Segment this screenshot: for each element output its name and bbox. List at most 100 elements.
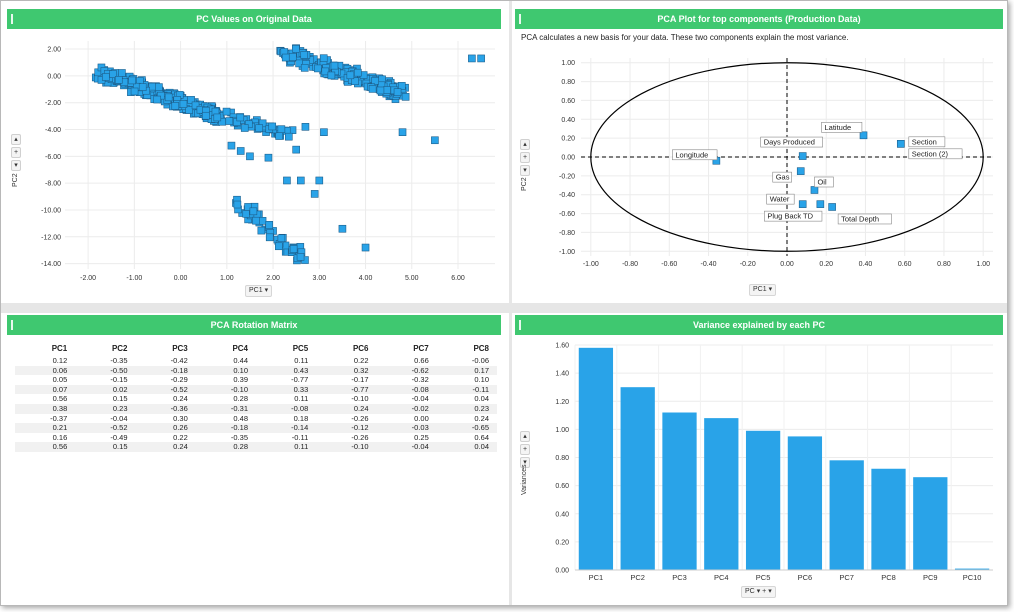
axis-menu-down-icon[interactable]: ▾: [520, 457, 530, 468]
horizontal-divider[interactable]: [1, 303, 1007, 313]
scatter-point: [265, 221, 274, 229]
table-cell: 0.15: [112, 394, 128, 404]
axis-menu-up-icon[interactable]: ▴: [520, 139, 530, 150]
biplot-point-label: Days Produced: [764, 138, 815, 147]
table-row: 0.07 0.02 -0.52 -0.10 0.33 -0.77 -0.08 -0.11: [15, 384, 497, 395]
x-tick-label: PC10: [963, 573, 982, 582]
biplot-label-box: [772, 171, 792, 183]
axis-menu-down-icon[interactable]: ▾: [11, 160, 21, 171]
table-cell: -0.08: [376, 384, 437, 395]
table-cell: 0.17: [436, 365, 497, 376]
y-tick-label: 1.20: [555, 399, 569, 406]
y-tick-label: -14.00: [41, 261, 61, 268]
scatter-point: [327, 71, 336, 80]
scatter-point: [354, 68, 362, 77]
rotation-title: PCA Rotation Matrix: [210, 320, 298, 330]
table-cell: -0.04: [376, 442, 437, 452]
variance-panel-header[interactable]: Variance explained by each PC: [515, 315, 1003, 335]
axis-menu-down-icon[interactable]: ▾: [520, 165, 530, 176]
rotation-header-row: PC1 PC2 PC3 PC4 PC5 PC6 PC7 PC8: [15, 343, 497, 356]
bar-pc5: [745, 430, 781, 570]
x-tick-label: PC9: [923, 573, 938, 582]
x-tick-label: 0.00: [174, 275, 188, 282]
drag-handle-icon[interactable]: [519, 14, 521, 24]
x-tick-label: 2.00: [266, 275, 280, 282]
table-row: -0.37 -0.04 0.30 0.48 0.18 -0.26 0.00 0.24: [15, 414, 497, 424]
scatter-plot[interactable]: -2.00 -1.00 0.00 1.00 2.00 3.00 4.00 5.00 6.00 2.…: [7, 9, 501, 301]
scatter-panel-header[interactable]: PC Values on Original Data: [7, 9, 501, 29]
biplot-x-axis-button[interactable]: PC1 ▾: [749, 284, 777, 296]
y-tick-label: 0.20: [561, 136, 575, 143]
axis-add-icon[interactable]: +: [520, 444, 530, 455]
table-cell: -0.04: [110, 413, 128, 423]
y-tick-label: -2.00: [45, 100, 61, 107]
scatter-point: [300, 64, 309, 72]
variance-x-axis-button[interactable]: PC ▾ + ▾: [741, 586, 776, 598]
table-cell: -0.31: [195, 403, 256, 414]
column-header[interactable]: PC2: [111, 344, 128, 353]
bar-pc4: [704, 418, 739, 570]
scatter-point: [338, 224, 347, 233]
axis-menu-up-icon[interactable]: ▴: [11, 134, 21, 145]
column-header[interactable]: PC6: [352, 344, 369, 353]
scatter-point: [330, 61, 339, 70]
scatter-point: [376, 86, 385, 95]
scatter-point: [283, 176, 291, 185]
biplot-label-box: [760, 136, 823, 148]
scatter-point: [295, 59, 303, 68]
y-axis-controls: ▴ + ▾: [520, 139, 530, 178]
table-cell: 0.24: [474, 413, 489, 423]
x-tick-label: PC5: [756, 573, 771, 582]
axis-add-icon[interactable]: +: [520, 152, 530, 163]
axis-add-icon[interactable]: +: [11, 147, 21, 158]
column-header[interactable]: PC8: [473, 344, 489, 353]
table-cell: 0.23: [75, 403, 136, 414]
x-tick-label: -0.80: [622, 261, 638, 268]
y-tick-label: 0.40: [555, 511, 569, 518]
drag-handle-icon[interactable]: [11, 320, 13, 330]
scatter-point: [227, 141, 236, 150]
x-tick-label: 5.00: [405, 275, 419, 282]
column-header[interactable]: PC5: [292, 344, 309, 353]
table-cell: 0.10: [474, 375, 489, 385]
y-tick-label: 0.40: [561, 117, 575, 124]
scatter-point: [164, 93, 173, 102]
biplot-chart[interactable]: -1.00 -0.80 -0.60 -0.40 -0.20 0.00 0.20 0.40 0.6…: [515, 9, 1003, 301]
axis-menu-up-icon[interactable]: ▴: [520, 431, 530, 442]
table-cell: 0.10: [195, 365, 256, 376]
scatter-point: [233, 200, 242, 209]
scatter-point: [222, 107, 231, 116]
biplot-point: [828, 203, 836, 211]
table-cell: -0.35: [110, 356, 128, 365]
bar-pc10: [954, 568, 990, 570]
y-tick-label: 0.60: [555, 483, 569, 490]
biplot-title: PCA Plot for top components (Production …: [657, 14, 861, 24]
biplot-panel-header[interactable]: PCA Plot for top components (Production …: [515, 9, 1003, 29]
scatter-x-axis-button[interactable]: PC1 ▾: [245, 285, 273, 297]
table-cell: 0.23: [436, 403, 497, 414]
scatter-point: [277, 125, 286, 133]
scatter-point: [346, 71, 355, 80]
table-cell: 0.30: [173, 413, 188, 423]
drag-handle-icon[interactable]: [11, 14, 13, 24]
column-header[interactable]: PC4: [232, 344, 248, 353]
table-cell: 0.28: [233, 394, 248, 404]
drag-handle-icon[interactable]: [519, 320, 521, 330]
column-header[interactable]: PC7: [413, 344, 429, 353]
table-cell: 0.22: [173, 432, 188, 442]
table-cell: -0.14: [256, 423, 317, 433]
scatter-point: [288, 53, 297, 61]
x-tick-label: PC1: [589, 573, 604, 582]
scatter-point: [351, 77, 359, 86]
scatter-point: [296, 253, 305, 261]
column-header[interactable]: PC1: [51, 344, 68, 353]
table-row: 0.16 -0.49 0.22 -0.35 -0.11 -0.26 0.25 0.64: [15, 433, 497, 443]
table-cell: 0.04: [436, 442, 497, 452]
biplot-label-box: [672, 149, 718, 161]
column-header[interactable]: PC3: [172, 344, 188, 353]
variance-bar-chart[interactable]: 1.60 1.40 1.20 1.00 0.80 0.60 0.40 0.20 0.00 PC1 P…: [515, 315, 1003, 601]
scatter-point: [277, 234, 286, 243]
table-cell: 0.18: [293, 413, 309, 423]
rotation-panel-header[interactable]: PCA Rotation Matrix: [7, 315, 501, 335]
table-row: 0.06 -0.50 -0.18 0.10 0.43 0.32 -0.62 0.17: [15, 365, 497, 376]
